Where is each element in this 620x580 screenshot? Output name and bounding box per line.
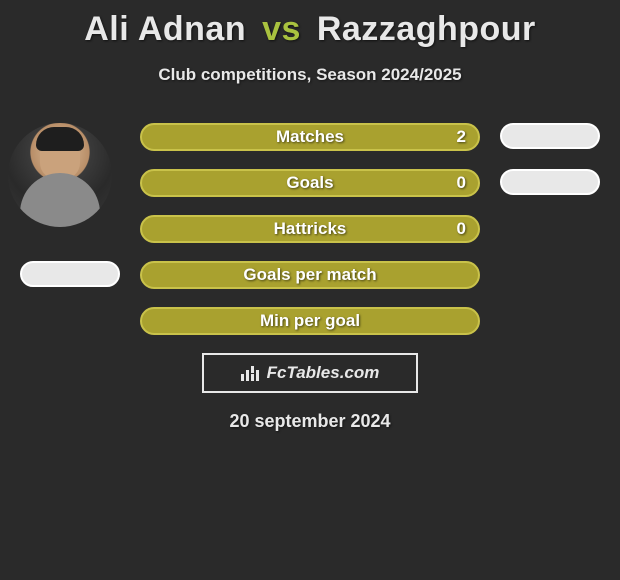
player2-name: Razzaghpour [317, 10, 536, 48]
stat-bar: Hattricks 0 [140, 215, 480, 243]
stat-row: Goals per match [0, 261, 620, 289]
stat-bar: Min per goal [140, 307, 480, 335]
stat-label: Hattricks [274, 219, 347, 239]
stat-value: 2 [457, 127, 466, 147]
stat-label: Goals per match [243, 265, 376, 285]
stat-bar: Matches 2 [140, 123, 480, 151]
stat-row: Hattricks 0 [0, 215, 620, 243]
stat-label: Goals [286, 173, 333, 193]
stat-label: Min per goal [260, 311, 360, 331]
stat-row: Min per goal [0, 307, 620, 335]
stat-bar: Goals per match [140, 261, 480, 289]
logo-text: FcTables.com [267, 363, 380, 383]
vs-text: vs [262, 10, 301, 48]
player1-name: Ali Adnan [84, 10, 246, 48]
right-pill [500, 123, 600, 149]
stat-value: 0 [457, 173, 466, 193]
stat-row: Matches 2 [0, 123, 620, 151]
stats-area: Matches 2 Goals 0 Hattricks 0 Goals per match M… [0, 123, 620, 335]
logo-box: FcTables.com [202, 353, 418, 393]
comparison-title: Ali Adnan vs Razzaghpour [0, 0, 620, 49]
date-text: 20 september 2024 [0, 411, 620, 432]
subtitle: Club competitions, Season 2024/2025 [0, 65, 620, 85]
stat-value: 0 [457, 219, 466, 239]
stat-label: Matches [276, 127, 344, 147]
left-pill [20, 261, 120, 287]
fctables-icon [241, 365, 261, 381]
stat-bar: Goals 0 [140, 169, 480, 197]
stat-row: Goals 0 [0, 169, 620, 197]
right-pill [500, 169, 600, 195]
